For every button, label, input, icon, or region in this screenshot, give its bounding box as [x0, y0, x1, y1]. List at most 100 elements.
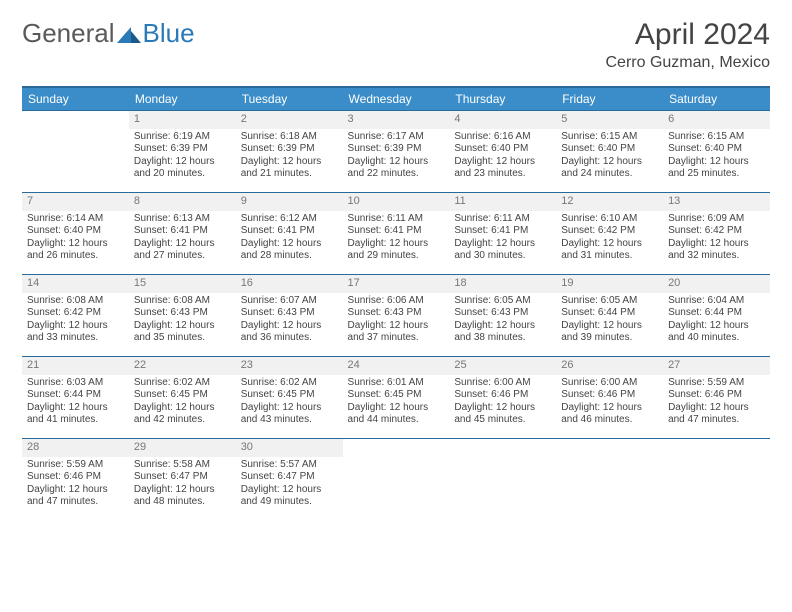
daylight-text: Daylight: 12 hours	[348, 156, 445, 169]
calendar-day-cell: 2Sunrise: 6:18 AMSunset: 6:39 PMDaylight…	[236, 111, 343, 193]
sunset-text: Sunset: 6:40 PM	[454, 143, 551, 156]
daylight-text: Daylight: 12 hours	[241, 156, 338, 169]
location-label: Cerro Guzman, Mexico	[606, 54, 771, 72]
day-header: Tuesday	[236, 87, 343, 111]
calendar-day-cell: 21Sunrise: 6:03 AMSunset: 6:44 PMDayligh…	[22, 357, 129, 439]
sunset-text: Sunset: 6:46 PM	[561, 389, 658, 402]
daylight-text: and 29 minutes.	[348, 250, 445, 263]
daylight-text: Daylight: 12 hours	[348, 402, 445, 415]
calendar-week-row: 1Sunrise: 6:19 AMSunset: 6:39 PMDaylight…	[22, 111, 770, 193]
daylight-text: and 47 minutes.	[668, 414, 765, 427]
calendar-day-cell: 20Sunrise: 6:04 AMSunset: 6:44 PMDayligh…	[663, 275, 770, 357]
daylight-text: and 21 minutes.	[241, 168, 338, 181]
logo-triangle-icon	[117, 25, 141, 43]
day-header: Saturday	[663, 87, 770, 111]
day-number: 10	[343, 193, 450, 211]
daylight-text: and 44 minutes.	[348, 414, 445, 427]
day-number: 24	[343, 357, 450, 375]
calendar-day-cell: 27Sunrise: 5:59 AMSunset: 6:46 PMDayligh…	[663, 357, 770, 439]
sunrise-text: Sunrise: 6:00 AM	[454, 377, 551, 390]
sunrise-text: Sunrise: 6:07 AM	[241, 295, 338, 308]
daylight-text: Daylight: 12 hours	[134, 402, 231, 415]
daylight-text: Daylight: 12 hours	[134, 484, 231, 497]
sunset-text: Sunset: 6:40 PM	[27, 225, 124, 238]
sunset-text: Sunset: 6:43 PM	[348, 307, 445, 320]
daylight-text: and 47 minutes.	[27, 496, 124, 509]
daylight-text: Daylight: 12 hours	[27, 484, 124, 497]
daylight-text: Daylight: 12 hours	[241, 402, 338, 415]
sunrise-text: Sunrise: 5:58 AM	[134, 459, 231, 472]
sunrise-text: Sunrise: 6:11 AM	[454, 213, 551, 226]
daylight-text: and 45 minutes.	[454, 414, 551, 427]
daylight-text: Daylight: 12 hours	[134, 320, 231, 333]
day-number: 7	[22, 193, 129, 211]
sunset-text: Sunset: 6:43 PM	[454, 307, 551, 320]
day-header: Friday	[556, 87, 663, 111]
daylight-text: Daylight: 12 hours	[134, 156, 231, 169]
sunset-text: Sunset: 6:43 PM	[134, 307, 231, 320]
sunrise-text: Sunrise: 6:11 AM	[348, 213, 445, 226]
day-number: 26	[556, 357, 663, 375]
day-number: 5	[556, 111, 663, 129]
sunset-text: Sunset: 6:47 PM	[134, 471, 231, 484]
daylight-text: Daylight: 12 hours	[454, 156, 551, 169]
calendar-day-cell: 16Sunrise: 6:07 AMSunset: 6:43 PMDayligh…	[236, 275, 343, 357]
calendar-day-cell: 13Sunrise: 6:09 AMSunset: 6:42 PMDayligh…	[663, 193, 770, 275]
daylight-text: and 40 minutes.	[668, 332, 765, 345]
daylight-text: Daylight: 12 hours	[27, 402, 124, 415]
daylight-text: Daylight: 12 hours	[241, 320, 338, 333]
sunrise-text: Sunrise: 6:10 AM	[561, 213, 658, 226]
daylight-text: and 49 minutes.	[241, 496, 338, 509]
sunset-text: Sunset: 6:40 PM	[561, 143, 658, 156]
daylight-text: and 48 minutes.	[134, 496, 231, 509]
day-number: 8	[129, 193, 236, 211]
day-number: 9	[236, 193, 343, 211]
sunset-text: Sunset: 6:43 PM	[241, 307, 338, 320]
calendar-day-cell: 26 Sunrise: 6:00 AMSunset: 6:46 PMDayligh…	[556, 357, 663, 439]
sunset-text: Sunset: 6:42 PM	[561, 225, 658, 238]
sunrise-text: Sunrise: 6:18 AM	[241, 131, 338, 144]
sunrise-text: Sunrise: 6:17 AM	[348, 131, 445, 144]
daylight-text: Daylight: 12 hours	[241, 238, 338, 251]
day-number: 29	[129, 439, 236, 457]
sunset-text: Sunset: 6:41 PM	[454, 225, 551, 238]
sunset-text: Sunset: 6:39 PM	[134, 143, 231, 156]
day-number: 30	[236, 439, 343, 457]
daylight-text: and 28 minutes.	[241, 250, 338, 263]
daylight-text: and 31 minutes.	[561, 250, 658, 263]
daylight-text: Daylight: 12 hours	[668, 402, 765, 415]
sunrise-text: Sunrise: 6:19 AM	[134, 131, 231, 144]
daylight-text: and 37 minutes.	[348, 332, 445, 345]
daylight-text: Daylight: 12 hours	[561, 320, 658, 333]
sunset-text: Sunset: 6:41 PM	[241, 225, 338, 238]
sunrise-text: Sunrise: 5:57 AM	[241, 459, 338, 472]
sunrise-text: Sunrise: 6:03 AM	[27, 377, 124, 390]
day-header: Wednesday	[343, 87, 450, 111]
day-number: 13	[663, 193, 770, 211]
daylight-text: and 35 minutes.	[134, 332, 231, 345]
calendar-day-cell	[663, 439, 770, 521]
sunset-text: Sunset: 6:46 PM	[27, 471, 124, 484]
calendar-day-cell	[556, 439, 663, 521]
calendar-week-row: 28Sunrise: 5:59 AMSunset: 6:46 PMDayligh…	[22, 439, 770, 521]
sunrise-text: Sunrise: 6:14 AM	[27, 213, 124, 226]
daylight-text: Daylight: 12 hours	[561, 402, 658, 415]
day-number: 17	[343, 275, 450, 293]
day-number: 6	[663, 111, 770, 129]
sunrise-text: Sunrise: 6:13 AM	[134, 213, 231, 226]
daylight-text: Daylight: 12 hours	[454, 402, 551, 415]
calendar-day-cell: 9Sunrise: 6:12 AMSunset: 6:41 PMDaylight…	[236, 193, 343, 275]
sunrise-text: Sunrise: 6:00 AM	[561, 377, 658, 390]
day-header: Sunday	[22, 87, 129, 111]
daylight-text: and 36 minutes.	[241, 332, 338, 345]
sunset-text: Sunset: 6:42 PM	[27, 307, 124, 320]
sunrise-text: Sunrise: 6:15 AM	[561, 131, 658, 144]
calendar-week-row: 21Sunrise: 6:03 AMSunset: 6:44 PMDayligh…	[22, 357, 770, 439]
calendar-day-cell: 18Sunrise: 6:05 AMSunset: 6:43 PMDayligh…	[449, 275, 556, 357]
calendar-day-cell: 22Sunrise: 6:02 AMSunset: 6:45 PMDayligh…	[129, 357, 236, 439]
sunrise-text: Sunrise: 6:09 AM	[668, 213, 765, 226]
calendar-day-cell: 10Sunrise: 6:11 AMSunset: 6:41 PMDayligh…	[343, 193, 450, 275]
sunset-text: Sunset: 6:45 PM	[241, 389, 338, 402]
sunrise-text: Sunrise: 6:15 AM	[668, 131, 765, 144]
sunset-text: Sunset: 6:44 PM	[27, 389, 124, 402]
